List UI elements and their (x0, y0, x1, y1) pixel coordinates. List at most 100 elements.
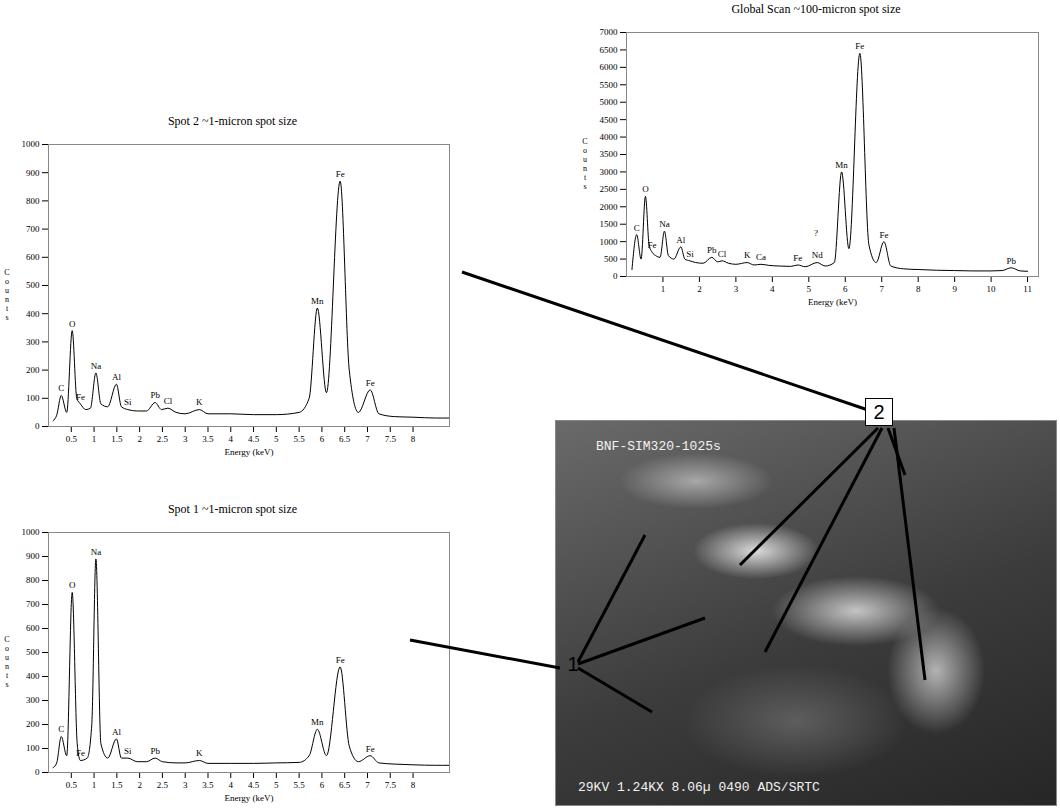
svg-text:3000: 3000 (600, 167, 619, 177)
svg-text:Energy (keV): Energy (keV) (808, 297, 857, 307)
svg-text:1000: 1000 (22, 527, 41, 537)
svg-text:Fe: Fe (336, 169, 345, 179)
svg-text:Fe: Fe (366, 378, 375, 388)
svg-text:5: 5 (807, 284, 812, 294)
svg-text:200: 200 (26, 365, 40, 375)
svg-text:Na: Na (659, 219, 670, 229)
svg-text:0.5: 0.5 (66, 434, 78, 444)
svg-text:Fe: Fe (855, 41, 864, 51)
svg-text:11: 11 (1023, 284, 1032, 294)
svg-text:Fe: Fe (76, 748, 85, 758)
svg-text:4000: 4000 (600, 132, 619, 142)
svg-text:500: 500 (26, 647, 40, 657)
svg-text:5000: 5000 (600, 97, 619, 107)
svg-text:Energy (keV): Energy (keV) (224, 793, 273, 803)
svg-text:Mn: Mn (311, 717, 324, 727)
svg-text:4500: 4500 (600, 115, 619, 125)
svg-text:Ca: Ca (756, 252, 766, 262)
svg-text:5.5: 5.5 (294, 434, 306, 444)
svg-text:300: 300 (26, 695, 40, 705)
svg-text:900: 900 (26, 551, 40, 561)
svg-text:4.5: 4.5 (248, 780, 260, 790)
svg-text:Al: Al (676, 235, 685, 245)
svg-text:1000: 1000 (22, 139, 41, 149)
svg-text:Cl: Cl (164, 396, 173, 406)
svg-text:600: 600 (26, 252, 40, 262)
svg-text:Cl: Cl (718, 249, 727, 259)
svg-text:6.5: 6.5 (339, 434, 351, 444)
svg-text:1.5: 1.5 (111, 780, 123, 790)
svg-text:4.5: 4.5 (248, 434, 260, 444)
svg-text:800: 800 (26, 196, 40, 206)
svg-text:Na: Na (91, 361, 102, 371)
svg-text:2.5: 2.5 (157, 780, 169, 790)
svg-text:100: 100 (26, 743, 40, 753)
svg-text:Fe: Fe (336, 655, 345, 665)
svg-text:0: 0 (35, 421, 40, 431)
svg-text:9: 9 (952, 284, 957, 294)
svg-text:400: 400 (26, 671, 40, 681)
svg-text:4: 4 (229, 780, 234, 790)
svg-text:4: 4 (229, 434, 234, 444)
svg-text:Fe: Fe (76, 392, 85, 402)
svg-text:3: 3 (183, 434, 188, 444)
svg-text:Si: Si (686, 249, 694, 259)
svg-text:O: O (69, 319, 76, 329)
svg-text:1500: 1500 (600, 219, 619, 229)
svg-text:7: 7 (365, 780, 370, 790)
svg-text:3.5: 3.5 (202, 434, 214, 444)
svg-text:6: 6 (320, 434, 325, 444)
svg-text:Mn: Mn (311, 296, 324, 306)
svg-text:Pb: Pb (150, 390, 160, 400)
svg-text:8: 8 (411, 434, 416, 444)
svg-text:Fe: Fe (793, 253, 802, 263)
svg-text:7.5: 7.5 (385, 780, 397, 790)
svg-text:3: 3 (183, 780, 188, 790)
svg-text:Fe: Fe (366, 744, 375, 754)
svg-text:3: 3 (734, 284, 739, 294)
svg-text:6500: 6500 (600, 45, 619, 55)
svg-text:Pb: Pb (150, 746, 160, 756)
svg-text:K: K (744, 250, 751, 260)
svg-text:O: O (69, 580, 76, 590)
svg-text:500: 500 (26, 280, 40, 290)
svg-text:2000: 2000 (600, 202, 619, 212)
svg-text:4: 4 (770, 284, 775, 294)
svg-text:1: 1 (661, 284, 666, 294)
svg-text:Si: Si (124, 397, 132, 407)
svg-text:Pb: Pb (707, 245, 717, 255)
svg-text:200: 200 (26, 719, 40, 729)
svg-text:400: 400 (26, 309, 40, 319)
svg-text:5: 5 (274, 434, 279, 444)
svg-text:10: 10 (987, 284, 997, 294)
svg-text:5.5: 5.5 (294, 780, 306, 790)
svg-text:C: C (634, 223, 640, 233)
svg-text:1: 1 (92, 780, 97, 790)
svg-text:6000: 6000 (600, 62, 619, 72)
svg-text:6: 6 (320, 780, 325, 790)
svg-text:2500: 2500 (600, 184, 619, 194)
svg-text:3.5: 3.5 (202, 780, 214, 790)
svg-text:700: 700 (26, 599, 40, 609)
svg-text:0: 0 (35, 767, 40, 777)
svg-text:Nd: Nd (812, 250, 823, 260)
svg-text:900: 900 (26, 168, 40, 178)
svg-text:Energy (keV): Energy (keV) (224, 447, 273, 457)
svg-text:2.5: 2.5 (157, 434, 169, 444)
svg-text:800: 800 (26, 575, 40, 585)
svg-text:Pb: Pb (1006, 256, 1016, 266)
svg-text:7: 7 (879, 284, 884, 294)
svg-text:C: C (58, 383, 64, 393)
svg-text:1: 1 (92, 434, 97, 444)
svg-text:600: 600 (26, 623, 40, 633)
svg-text:1000: 1000 (600, 237, 619, 247)
svg-text:300: 300 (26, 337, 40, 347)
svg-text:1.5: 1.5 (111, 434, 123, 444)
svg-text:0.5: 0.5 (66, 780, 78, 790)
svg-text:?: ? (814, 228, 818, 238)
svg-text:0: 0 (613, 271, 618, 281)
svg-text:2: 2 (137, 434, 142, 444)
svg-text:K: K (196, 397, 203, 407)
svg-text:6: 6 (843, 284, 848, 294)
svg-text:500: 500 (604, 254, 618, 264)
